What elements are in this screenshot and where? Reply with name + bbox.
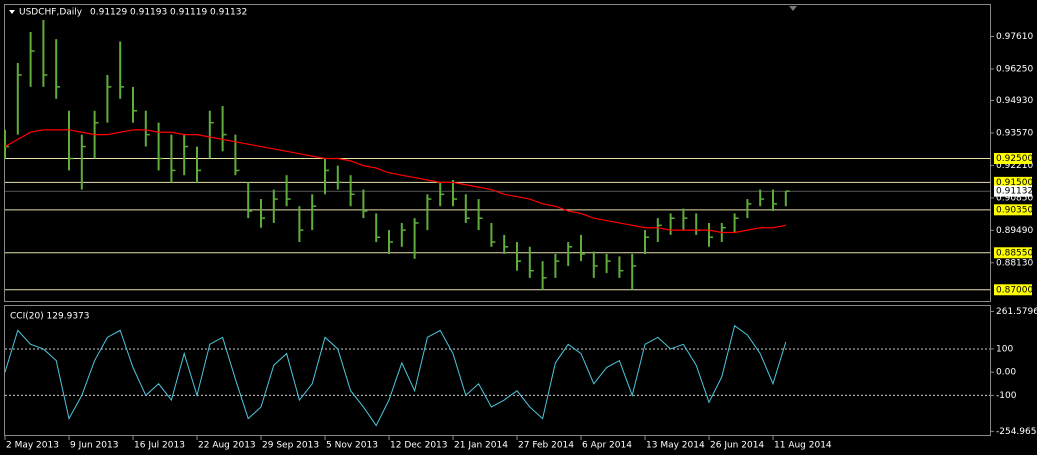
y-tick-label: 0.92210	[996, 161, 1033, 171]
level-label: 0.88550	[996, 248, 1033, 258]
level-label-bg	[994, 176, 1032, 188]
x-tick-label: 26 Jun 2014	[710, 441, 764, 451]
y-tick-label: 0.88130	[996, 258, 1033, 268]
y-tick-label: 261.5796	[996, 307, 1037, 317]
last-price-bg	[994, 185, 1032, 197]
level-label: 0.92500	[996, 154, 1033, 164]
x-tick-label: 12 Dec 2013	[390, 441, 448, 451]
x-tick-label: 16 Jul 2013	[134, 441, 185, 451]
x-tick-label: 13 May 2014	[646, 441, 705, 451]
level-label-bg	[994, 284, 1032, 296]
level-label-bg	[994, 152, 1032, 164]
x-tick-label: 27 Feb 2014	[518, 441, 574, 451]
x-tick-label: 22 Aug 2013	[198, 441, 256, 451]
shift-marker	[789, 6, 797, 11]
y-tick-label: 0.97610	[996, 32, 1033, 42]
level-label: 0.91500	[996, 178, 1033, 188]
menu-arrow[interactable]	[9, 10, 15, 14]
x-tick-label: 2 May 2013	[6, 441, 59, 451]
level-label: 0.87000	[996, 285, 1033, 295]
x-tick-label: 29 Sep 2013	[262, 441, 319, 451]
y-tick-label: -254.9654	[996, 427, 1037, 437]
y-tick-label: 0.94930	[996, 96, 1033, 106]
y-tick-label: 0.89490	[996, 226, 1033, 236]
x-tick-label: 6 Apr 2014	[582, 441, 632, 451]
ohlc-value: 0.91132	[210, 8, 247, 18]
cci-frame	[4, 305, 991, 436]
y-tick-label: 0.96250	[996, 64, 1033, 74]
level-label-bg	[994, 247, 1032, 259]
x-tick-label: 21 Jan 2014	[454, 441, 508, 451]
y-tick-label: 0.00	[996, 368, 1016, 378]
cci-line	[4, 324, 787, 427]
ohlc-value: 0.91129	[90, 8, 127, 18]
y-tick-label: 0.90850	[996, 193, 1033, 203]
moving-average	[4, 129, 786, 234]
x-tick-label: 11 Aug 2014	[774, 441, 832, 451]
last-price-label: 0.91132	[996, 187, 1033, 197]
level-label-bg	[994, 204, 1032, 216]
cci-title: CCI(20) 129.9373	[10, 312, 90, 322]
y-tick-label: 100	[996, 344, 1013, 354]
x-tick-label: 5 Nov 2013	[326, 441, 378, 451]
y-tick-label: 0.93570	[996, 128, 1033, 138]
symbol: USDCHF,Daily	[19, 8, 83, 18]
ohlc-value: 0.91193	[130, 8, 167, 18]
level-label: 0.90350	[996, 205, 1033, 215]
x-tick-label: 9 Jun 2013	[70, 441, 118, 451]
y-tick-label: -100	[996, 391, 1017, 401]
ohlc-value: 0.91119	[170, 8, 207, 18]
